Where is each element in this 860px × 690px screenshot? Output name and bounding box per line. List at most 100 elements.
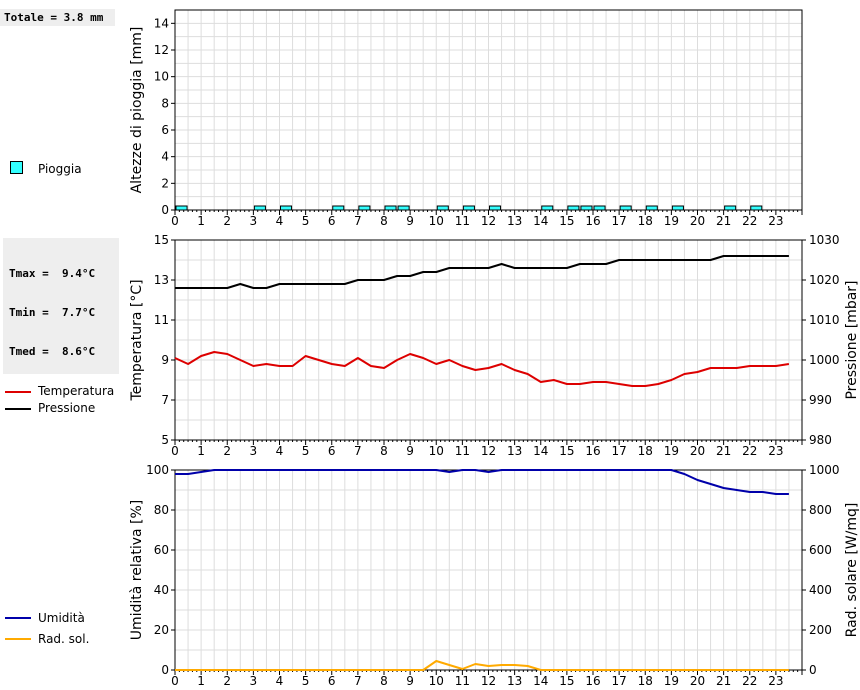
x-tick-label: 3 (250, 214, 258, 228)
rain-bar (175, 205, 188, 211)
rain-bar (724, 205, 737, 211)
x-tick-label: 11 (455, 444, 470, 458)
x-tick-label: 5 (302, 214, 310, 228)
solar-legend-label: Rad. sol. (38, 632, 90, 646)
x-tick-label: 12 (481, 674, 496, 688)
x-tick-label: 0 (171, 674, 179, 688)
pressure-series-line (175, 255, 789, 289)
x-tick-label: 13 (507, 674, 522, 688)
x-tick-label: 4 (276, 674, 284, 688)
x-tick-label: 2 (223, 444, 231, 458)
y-tick-label: 60 (154, 543, 169, 557)
y-tick-label: 4 (161, 150, 169, 164)
x-tick-label: 21 (716, 674, 731, 688)
x-tick-label: 18 (638, 444, 653, 458)
x-tick-label: 16 (585, 214, 600, 228)
x-tick-label: 12 (481, 214, 496, 228)
y-right-tick-label: 1020 (809, 273, 840, 287)
y-tick-label: 100 (146, 463, 169, 477)
x-tick-label: 20 (690, 214, 705, 228)
humidity-legend-label: Umidità (38, 611, 85, 625)
rain-bar (645, 205, 658, 211)
x-tick-label: 5 (302, 674, 310, 688)
solar-legend-swatch (5, 638, 31, 640)
rain-bar (358, 205, 371, 211)
tmin-stat: Tmin = 7.7°C (9, 306, 96, 319)
y-right-tick-label: 200 (809, 623, 832, 637)
y-right-tick-label: 1000 (809, 463, 840, 477)
x-tick-label: 11 (455, 674, 470, 688)
x-tick-label: 1 (197, 674, 205, 688)
y-axis-title: Umidità relativa [%] (129, 500, 145, 641)
y-tick-label: 11 (154, 313, 169, 327)
x-tick-label: 9 (406, 674, 414, 688)
rain-bar (671, 205, 684, 211)
x-tick-label: 7 (354, 214, 362, 228)
y-tick-label: 15 (154, 233, 169, 247)
x-tick-label: 19 (664, 674, 679, 688)
x-tick-label: 21 (716, 444, 731, 458)
y-tick-label: 20 (154, 623, 169, 637)
x-tick-label: 9 (406, 444, 414, 458)
x-tick-label: 8 (380, 444, 388, 458)
y-right-tick-label: 1000 (809, 353, 840, 367)
y-axis-title: Temperatura [°C] (129, 279, 145, 401)
temperature-legend-swatch (5, 391, 31, 393)
y-tick-label: 14 (154, 16, 169, 30)
y-tick-label: 6 (161, 123, 169, 137)
x-tick-label: 15 (559, 674, 574, 688)
solar-series-line (175, 660, 789, 671)
rain-bar (750, 205, 763, 211)
x-tick-label: 23 (768, 214, 783, 228)
x-tick-label: 2 (223, 214, 231, 228)
y-right-tick-label: 1010 (809, 313, 840, 327)
y-tick-label: 0 (161, 203, 169, 217)
x-tick-label: 14 (533, 214, 548, 228)
y-tick-label: 2 (161, 176, 169, 190)
x-tick-label: 6 (328, 214, 336, 228)
x-tick-label: 8 (380, 214, 388, 228)
rain-legend-swatch (10, 161, 23, 174)
y-right-tick-label: 1030 (809, 233, 840, 247)
x-tick-label: 10 (429, 214, 444, 228)
pressure-legend-label: Pressione (38, 401, 96, 415)
x-tick-label: 18 (638, 674, 653, 688)
y-right-tick-label: 400 (809, 583, 832, 597)
pressure-legend-swatch (5, 408, 31, 410)
y-axis-title: Altezze di pioggia [mm] (129, 27, 145, 194)
x-tick-label: 6 (328, 674, 336, 688)
y-right-tick-label: 800 (809, 503, 832, 517)
x-tick-label: 0 (171, 444, 179, 458)
y-tick-label: 0 (161, 663, 169, 677)
x-tick-label: 22 (742, 214, 757, 228)
humidity-series-line (175, 469, 789, 495)
x-tick-label: 1 (197, 214, 205, 228)
x-tick-label: 13 (507, 444, 522, 458)
x-tick-label: 21 (716, 214, 731, 228)
temperature-stats: Tmax = 9.4°C Tmin = 7.7°C Tmed = 8.6°C (3, 238, 119, 374)
x-tick-label: 5 (302, 444, 310, 458)
rain-bar (567, 205, 580, 211)
x-tick-label: 14 (533, 674, 548, 688)
y-tick-label: 10 (154, 70, 169, 84)
rain-bar (489, 205, 502, 211)
rain-bar (280, 205, 293, 211)
x-tick-label: 23 (768, 674, 783, 688)
x-tick-label: 14 (533, 444, 548, 458)
x-tick-label: 16 (585, 444, 600, 458)
x-tick-label: 9 (406, 214, 414, 228)
y-tick-label: 80 (154, 503, 169, 517)
y-right-tick-label: 0 (809, 663, 817, 677)
x-tick-label: 19 (664, 444, 679, 458)
x-tick-label: 10 (429, 674, 444, 688)
x-tick-label: 19 (664, 214, 679, 228)
rain-bar (593, 205, 606, 211)
x-tick-label: 15 (559, 444, 574, 458)
x-tick-label: 10 (429, 444, 444, 458)
rain-bar (436, 205, 449, 211)
rain-bar (580, 205, 593, 211)
x-tick-label: 17 (611, 444, 626, 458)
temperature-series-line (174, 351, 790, 387)
